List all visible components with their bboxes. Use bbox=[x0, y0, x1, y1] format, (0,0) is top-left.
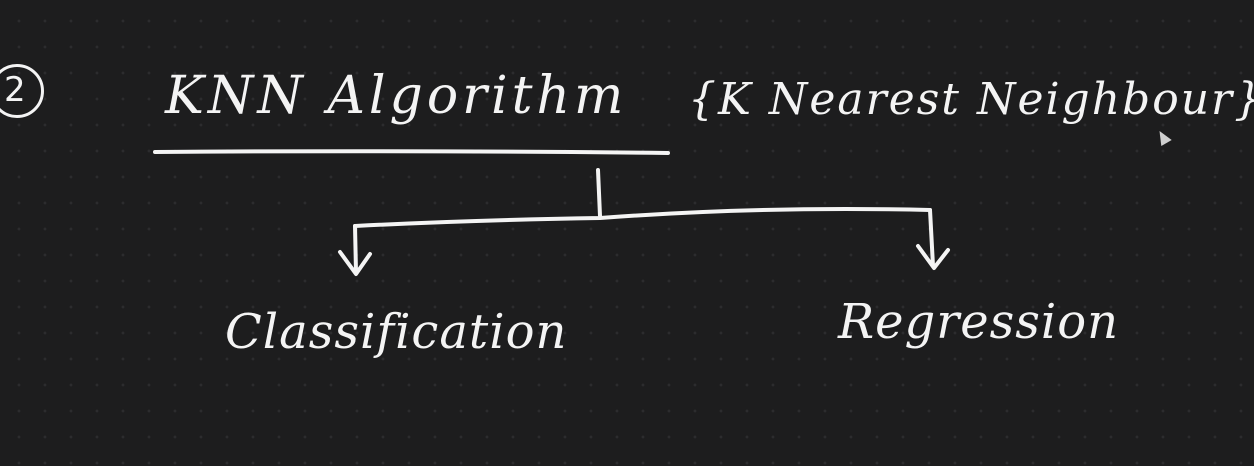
branch-bar bbox=[353, 207, 932, 228]
step-number-badge: 2 bbox=[0, 64, 58, 122]
title-underline bbox=[153, 149, 670, 155]
diagram-subtitle: {K Nearest Neighbour} bbox=[688, 74, 1254, 125]
branch-label-classification: Classification bbox=[225, 304, 568, 360]
branch-label-regression: Regression bbox=[838, 294, 1120, 350]
diagram-title: KNN Algorithm bbox=[165, 66, 628, 126]
step-number-circle bbox=[0, 64, 44, 118]
left-branch-arrow bbox=[338, 224, 372, 276]
right-branch-arrow bbox=[916, 208, 950, 270]
root-stem bbox=[596, 168, 602, 218]
step-number: 2 bbox=[4, 70, 26, 110]
